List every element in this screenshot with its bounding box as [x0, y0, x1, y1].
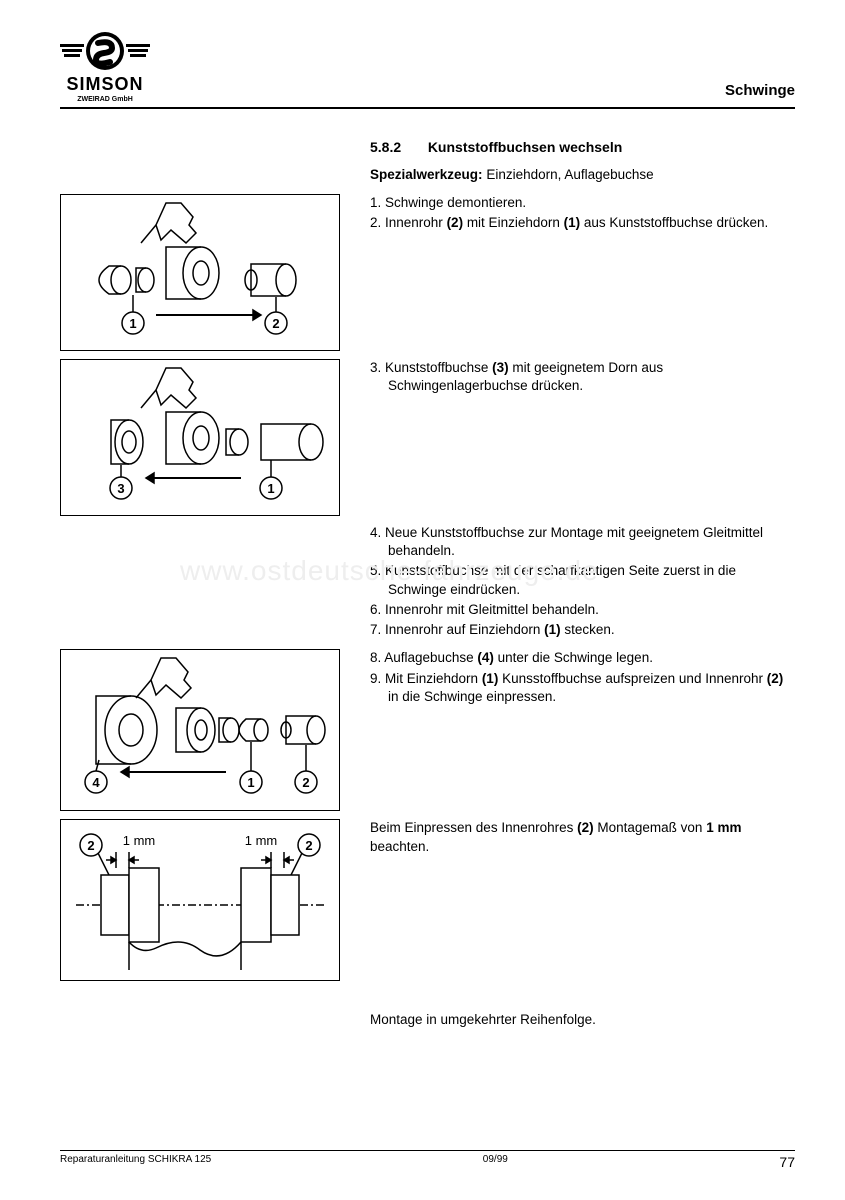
- step-7: 7. Innenrohr auf Einziehdorn (1) stecken…: [370, 621, 795, 639]
- block-1: 1 2 1. Schwinge demontieren. 2. Innenroh…: [60, 194, 795, 351]
- dim-label-left: 1 mm: [123, 833, 156, 848]
- dim-label-right: 1 mm: [245, 833, 278, 848]
- svg-text:1: 1: [129, 316, 136, 331]
- step-1: 1. Schwinge demontieren.: [370, 194, 795, 212]
- svg-text:2: 2: [302, 775, 309, 790]
- footer-left: Reparaturanleitung SCHIKRA 125: [60, 1154, 211, 1170]
- diagram-4: 1 mm 1 mm 2 2: [60, 819, 340, 981]
- page-footer: Reparaturanleitung SCHIKRA 125 09/99 77: [60, 1150, 795, 1170]
- step-4: 4. Neue Kunststoffbuchse zur Montage mit…: [370, 524, 795, 560]
- logo-block: SIMSON ZWEIRAD GmbH: [60, 30, 150, 103]
- block-3: 4. Neue Kunststoffbuchse zur Montage mit…: [60, 524, 795, 641]
- diagram-3: 4 1 2: [60, 649, 340, 811]
- block-4: 4 1 2 8. Auflagebuchse (4) unter die Sch…: [60, 649, 795, 811]
- diagram-2: 3 1: [60, 359, 340, 516]
- step-2: 2. Innenrohr (2) mit Einziehdorn (1) aus…: [370, 214, 795, 232]
- heading: 5.8.2 Kunststoffbuchsen wechseln: [370, 139, 795, 157]
- section-title: Schwinge: [725, 82, 795, 99]
- block-5: 1 mm 1 mm 2 2 Beim: [60, 819, 795, 981]
- special-tool: Spezialwerkzeug: Einziehdorn, Auflagebuc…: [370, 167, 795, 182]
- step-3: 3. Kunststoffbuchse (3) mit geeignetem D…: [370, 359, 795, 395]
- brand-name: SIMSON: [60, 74, 150, 95]
- svg-text:2: 2: [305, 838, 312, 853]
- special-tool-value: Einziehdorn, Auflagebuchse: [486, 167, 653, 182]
- page-header: SIMSON ZWEIRAD GmbH Schwinge: [60, 30, 795, 109]
- svg-text:3: 3: [117, 481, 124, 496]
- footer-page-number: 77: [779, 1154, 795, 1170]
- svg-text:4: 4: [92, 775, 100, 790]
- final-note-row: Montage in umgekehrter Reihenfolge.: [60, 1011, 795, 1029]
- special-tool-label: Spezialwerkzeug:: [370, 167, 483, 182]
- svg-text:2: 2: [272, 316, 279, 331]
- heading-number: 5.8.2: [370, 139, 401, 155]
- diagram-1: 1 2: [60, 194, 340, 351]
- brand-sub: ZWEIRAD GmbH: [60, 96, 150, 103]
- svg-text:1: 1: [267, 481, 274, 496]
- step-9: 9. Mit Einziehdorn (1) Kunsstoffbuchse a…: [370, 670, 795, 706]
- svg-text:1: 1: [247, 775, 254, 790]
- footer-mid: 09/99: [483, 1154, 508, 1170]
- step-5: 5. Kunststoffbuchse mit der scharfkantig…: [370, 562, 795, 598]
- svg-text:2: 2: [87, 838, 94, 853]
- step-6: 6. Innenrohr mit Gleitmittel behandeln.: [370, 601, 795, 619]
- simson-logo-icon: [60, 30, 150, 72]
- mounting-note: Beim Einpressen des Innenrohres (2) Mont…: [370, 819, 795, 855]
- heading-title: Kunststoffbuchsen wechseln: [428, 139, 622, 155]
- step-8: 8. Auflagebuchse (4) unter die Schwinge …: [370, 649, 795, 667]
- block-2: 3 1 3. Kunststoffbuchse (3) mit geeignet…: [60, 359, 795, 516]
- final-note: Montage in umgekehrter Reihenfolge.: [370, 1011, 795, 1029]
